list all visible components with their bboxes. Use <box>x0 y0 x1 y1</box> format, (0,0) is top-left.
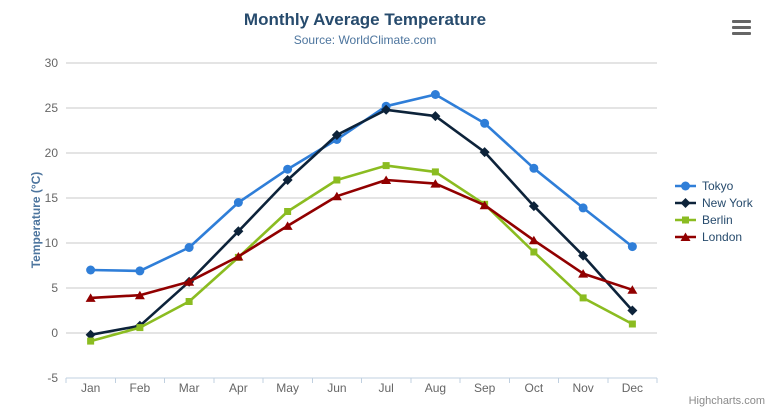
data-point-marker-london <box>479 200 490 210</box>
x-axis-label: May <box>276 381 299 395</box>
y-axis-tick-label: 15 <box>45 191 59 205</box>
data-point-marker-london <box>627 285 638 294</box>
series-line-berlin <box>89 164 634 343</box>
data-point-marker-london <box>331 191 342 201</box>
data-point-marker-berlin <box>136 324 144 332</box>
data-point-marker-berlin <box>382 162 390 170</box>
legend-marker-triangle-icon <box>675 232 696 241</box>
y-axis-tick-label: 30 <box>45 56 59 70</box>
data-point-marker-berlin <box>530 248 538 256</box>
series-line-new-york <box>89 108 634 337</box>
data-point-marker-london <box>184 277 195 286</box>
legend-item-london[interactable]: London <box>674 228 753 245</box>
data-point-marker-berlin <box>284 208 292 215</box>
legend-symbol <box>681 181 690 190</box>
data-point-marker-london <box>430 179 441 188</box>
data-point-marker-berlin <box>333 176 341 184</box>
x-axis-label: Jun <box>327 381 346 395</box>
data-point-marker-tokyo <box>627 242 637 252</box>
data-point-marker-berlin <box>628 320 636 328</box>
data-point-marker-tokyo <box>233 198 243 207</box>
data-point-marker-tokyo <box>578 203 588 213</box>
x-axis-label: Nov <box>572 381 593 395</box>
y-axis-tick-label: 25 <box>45 101 59 115</box>
legend-label: Tokyo <box>702 178 734 193</box>
data-point-marker-tokyo <box>135 266 145 276</box>
data-point-marker-london <box>233 252 244 261</box>
chart-title: Monthly Average Temperature <box>243 10 487 29</box>
data-point-marker-berlin <box>185 298 193 305</box>
legend-item-tokyo[interactable]: Tokyo <box>674 177 753 194</box>
hamburger-bar <box>732 20 751 23</box>
data-point-marker-berlin <box>431 168 439 176</box>
y-axis-tick-label: 20 <box>45 146 59 160</box>
y-axis-tick-label: 0 <box>51 326 58 340</box>
data-point-marker-new-york <box>430 111 441 122</box>
x-axis-label: Aug <box>425 381 446 395</box>
data-point-marker-new-york <box>233 226 244 237</box>
data-point-marker-london <box>134 290 145 300</box>
legend-item-new-york[interactable]: New York <box>674 194 753 211</box>
x-axis-label: Feb <box>130 381 151 395</box>
x-axis-label: Oct <box>525 381 544 395</box>
chart-legend: Tokyo New York Berlin London <box>674 177 753 245</box>
hamburger-bar <box>732 32 751 35</box>
legend-marker-diamond-icon <box>675 197 696 208</box>
legend-marker-circle-icon <box>675 181 696 190</box>
data-point-marker-tokyo <box>184 243 194 252</box>
data-point-marker-new-york <box>381 104 392 115</box>
hamburger-bar <box>732 26 751 29</box>
x-axis-label: Mar <box>179 381 200 395</box>
data-point-marker-new-york <box>282 175 293 185</box>
legend-label: London <box>702 229 743 244</box>
legend-symbol <box>682 216 689 223</box>
data-point-marker-new-york <box>578 250 589 261</box>
data-point-marker-new-york <box>627 305 638 316</box>
series-line-london <box>89 178 634 300</box>
legend-symbol <box>680 232 691 241</box>
x-axis-label: Dec <box>622 381 643 395</box>
data-point-marker-london <box>85 293 96 302</box>
legend-marker-square-icon <box>675 216 696 223</box>
data-point-marker-london <box>578 269 589 278</box>
x-axis-label: Jan <box>81 381 100 395</box>
hamburger-menu-icon[interactable] <box>732 20 751 35</box>
legend-symbol <box>680 197 691 208</box>
data-point-marker-berlin <box>579 294 587 302</box>
data-point-marker-tokyo <box>86 265 96 275</box>
data-point-marker-new-york <box>479 147 490 158</box>
data-point-marker-new-york <box>331 130 342 140</box>
x-axis-label: Jul <box>378 381 393 395</box>
x-axis-label: Sep <box>474 381 496 395</box>
data-point-marker-london <box>528 235 539 245</box>
chart-subtitle: Source: WorldClimate.com <box>293 33 437 47</box>
data-point-marker-tokyo <box>529 163 539 173</box>
data-point-marker-new-york <box>528 201 539 212</box>
y-axis-tick-label: 5 <box>51 281 58 295</box>
highcharts-credit[interactable]: Highcharts.com <box>688 395 765 407</box>
data-point-marker-tokyo <box>283 164 293 174</box>
x-axis-label: Apr <box>229 381 248 395</box>
data-point-marker-berlin <box>87 337 95 345</box>
legend-item-berlin[interactable]: Berlin <box>674 211 753 228</box>
legend-label: New York <box>702 195 753 210</box>
data-point-marker-tokyo <box>430 90 440 99</box>
y-axis-tick-label: -5 <box>47 371 58 385</box>
y-axis-tick-label: 10 <box>45 236 59 250</box>
y-axis-title: Temperature (°C) <box>29 171 43 269</box>
data-point-marker-london <box>381 175 392 184</box>
data-point-marker-london <box>282 221 293 230</box>
legend-label: Berlin <box>702 212 733 227</box>
data-point-marker-tokyo <box>480 118 490 128</box>
data-point-marker-new-york <box>85 329 96 340</box>
